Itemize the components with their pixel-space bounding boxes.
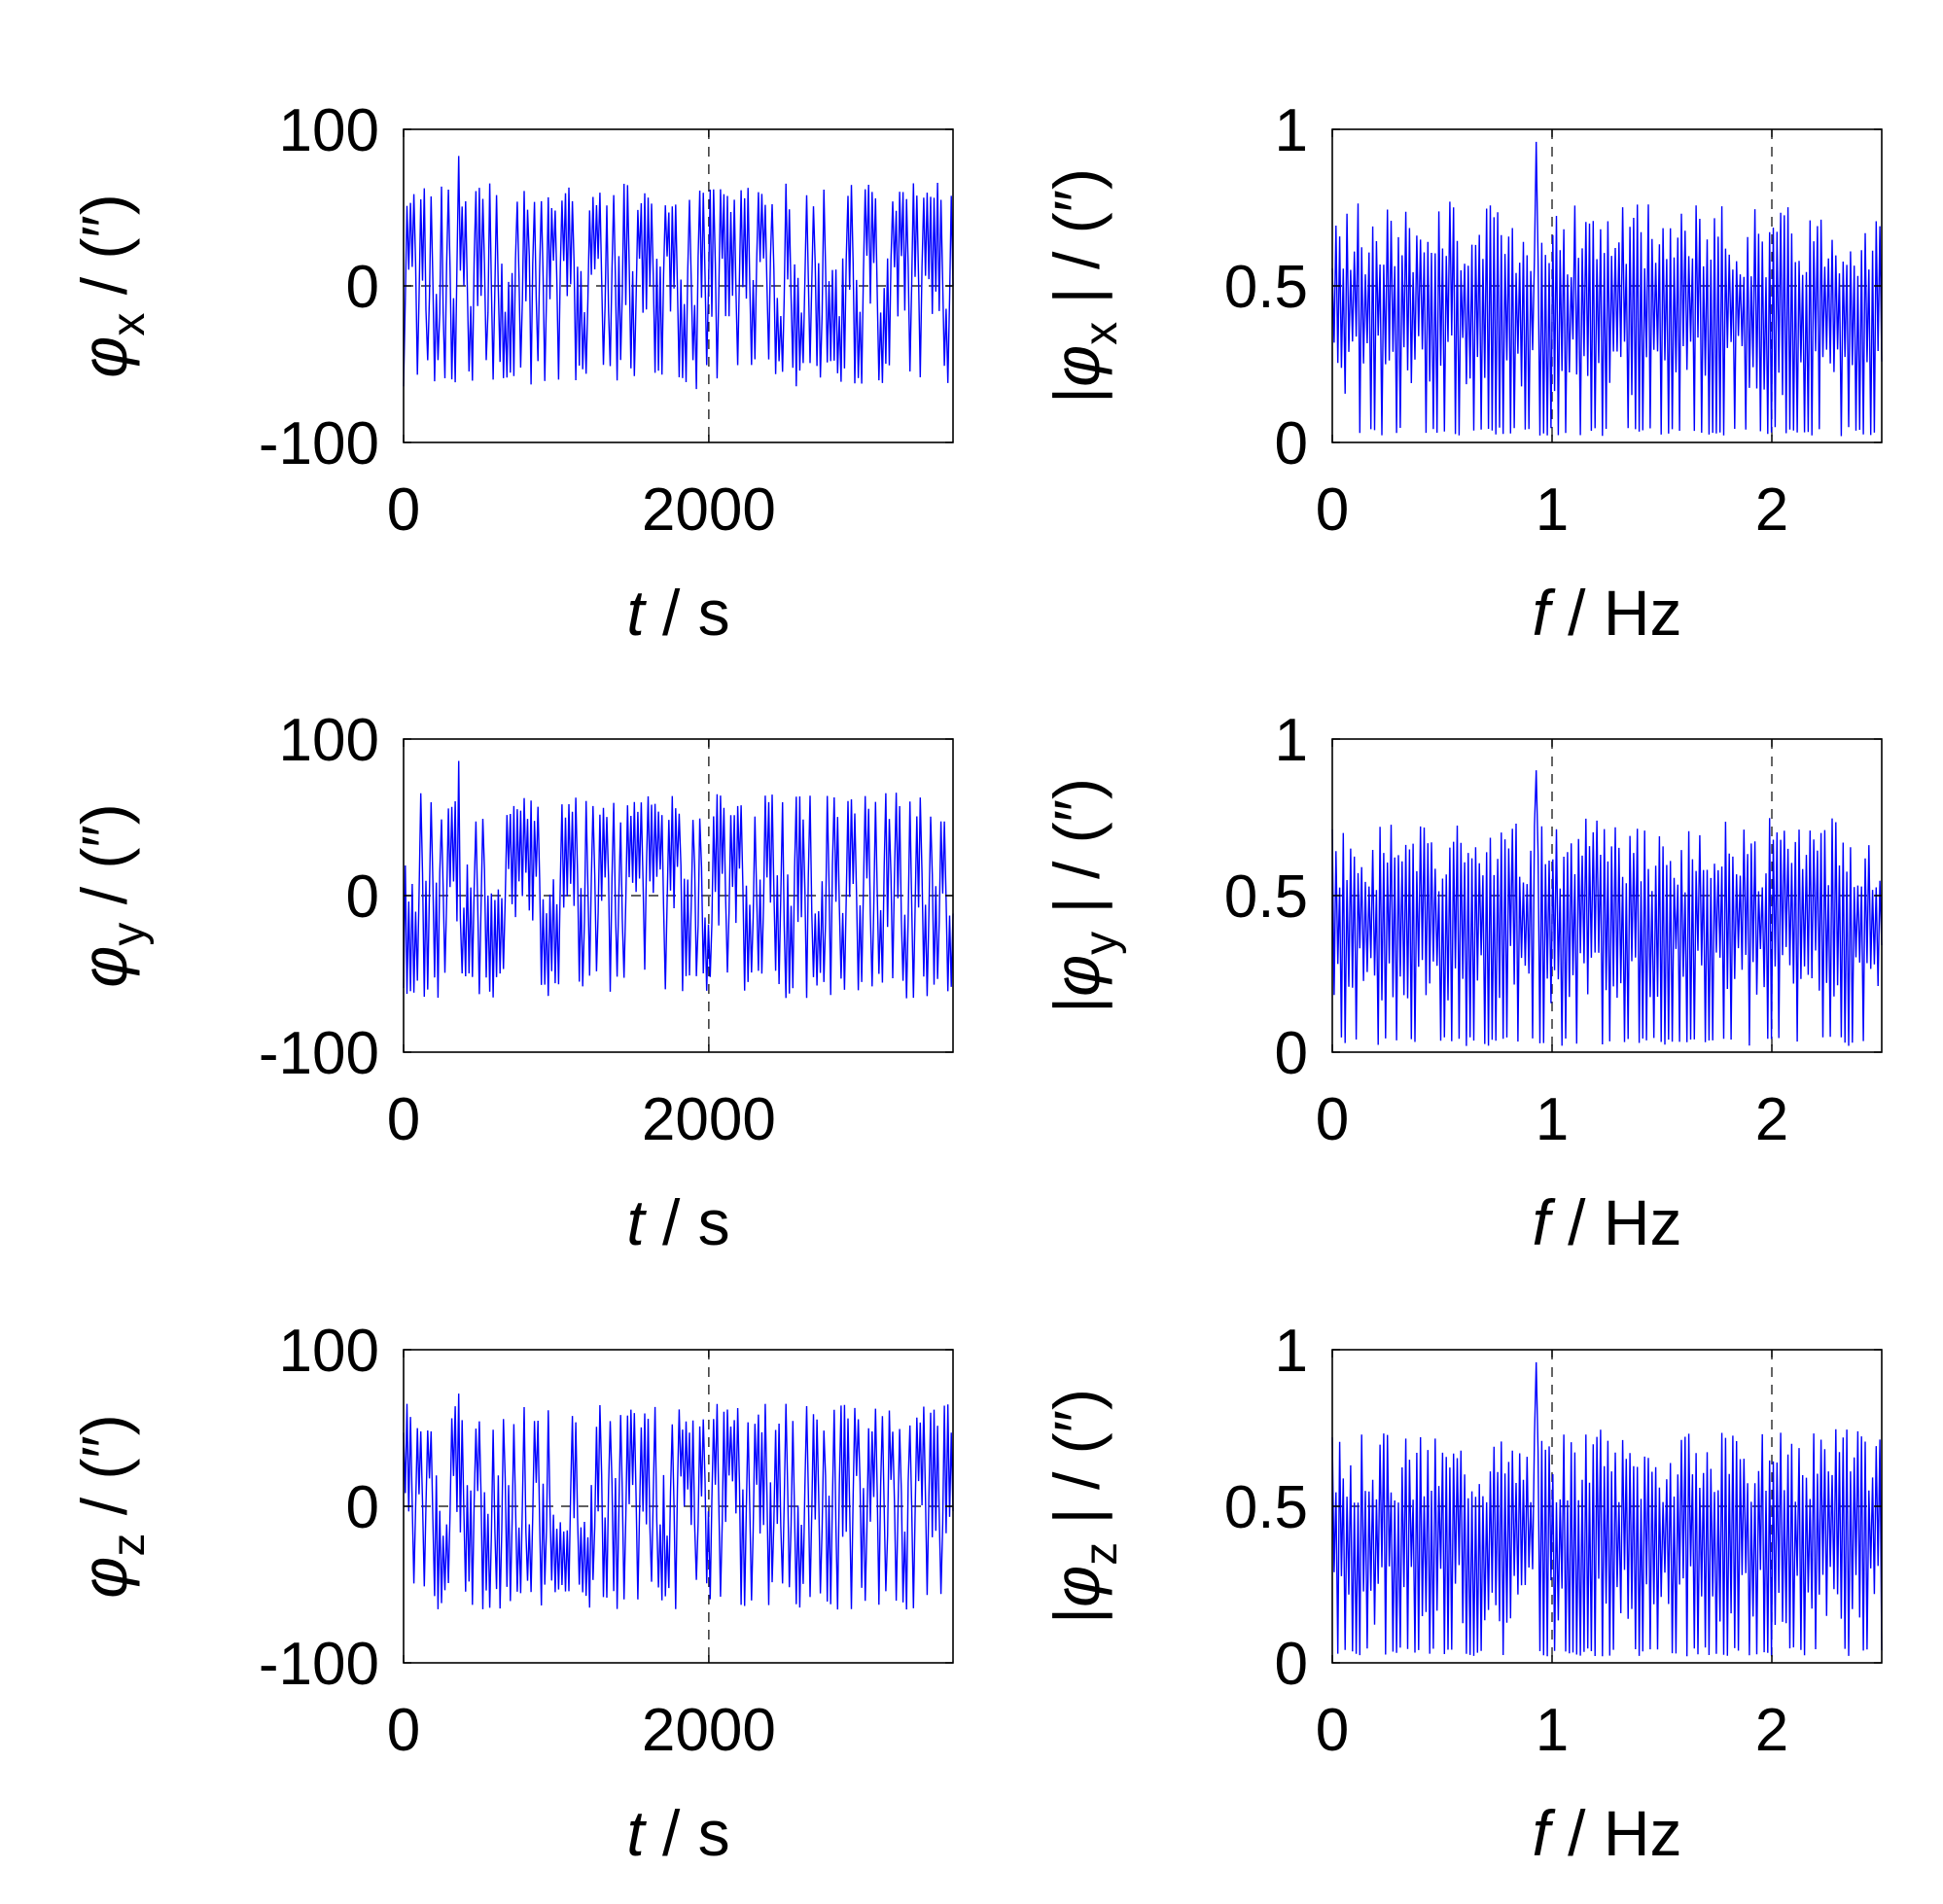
y-tick-label: 0.5 bbox=[1224, 254, 1308, 321]
data-series-line bbox=[403, 156, 954, 390]
x-axis-label: f / Hz bbox=[1532, 1186, 1681, 1258]
y-axis-label: φz / (″) bbox=[68, 1414, 155, 1598]
y-tick-label: 0 bbox=[1275, 410, 1308, 477]
y-tick-label: 0 bbox=[1275, 1631, 1308, 1698]
data-series-line bbox=[1331, 141, 1883, 437]
y-axis-subscript: z bbox=[1076, 1542, 1127, 1566]
y-axis-unit: | / (″) bbox=[1041, 1389, 1113, 1542]
y-axis-subscript: y bbox=[103, 923, 155, 946]
subplot-row-1-right: 0 1 2 0 0.5 1 f / Hz |φx | / (″) bbox=[1041, 97, 1883, 649]
x-axis-label: f / Hz bbox=[1532, 1797, 1681, 1869]
y-axis-abs-open: | bbox=[1041, 1607, 1113, 1624]
y-axis-label: |φy | / (″) bbox=[1041, 778, 1127, 1013]
y-axis-symbol: φ bbox=[1041, 955, 1113, 997]
y-tick-label: 1 bbox=[1275, 1318, 1308, 1385]
x-tick-label: 1 bbox=[1536, 476, 1569, 544]
y-axis-symbol: φ bbox=[1041, 1566, 1113, 1607]
x-tick-label: 1 bbox=[1536, 1086, 1569, 1153]
y-tick-label: 100 bbox=[279, 1318, 379, 1385]
y-axis-unit: / (″) bbox=[68, 1414, 140, 1533]
x-axis-variable: t bbox=[626, 1186, 647, 1258]
y-tick-label: -100 bbox=[259, 410, 379, 477]
y-tick-label: 0.5 bbox=[1224, 1474, 1308, 1541]
x-axis-unit: / Hz bbox=[1550, 1186, 1682, 1258]
x-axis-unit: / Hz bbox=[1550, 577, 1682, 649]
y-axis-subscript: z bbox=[103, 1534, 155, 1557]
y-axis-unit: / (″) bbox=[68, 803, 140, 922]
x-axis-unit: / s bbox=[645, 577, 730, 649]
y-axis-unit: | / (″) bbox=[1041, 778, 1113, 932]
y-axis-abs-open: | bbox=[1041, 387, 1113, 404]
y-tick-label: -100 bbox=[259, 1020, 379, 1087]
subplot-row-3-right: 0 1 2 0 0.5 1 f / Hz |φz | / (″) bbox=[1041, 1318, 1883, 1869]
x-tick-label: 0 bbox=[387, 476, 420, 544]
x-tick-label: 2 bbox=[1755, 1086, 1788, 1153]
x-tick-label: 0 bbox=[1316, 1086, 1349, 1153]
x-tick-label: 0 bbox=[1316, 476, 1349, 544]
x-axis-label: t / s bbox=[626, 1186, 729, 1258]
x-axis-unit: / s bbox=[645, 1797, 730, 1869]
x-tick-label: 1 bbox=[1536, 1697, 1569, 1764]
x-axis-variable: t bbox=[626, 577, 647, 649]
y-axis-symbol: φ bbox=[68, 336, 140, 378]
x-axis-unit: / Hz bbox=[1550, 1797, 1682, 1869]
data-series-line bbox=[1331, 1361, 1883, 1657]
x-tick-label: 2000 bbox=[642, 476, 776, 544]
x-tick-label: 2000 bbox=[642, 1697, 776, 1764]
y-tick-label: 0.5 bbox=[1224, 864, 1308, 931]
x-axis-unit: / s bbox=[645, 1186, 730, 1258]
y-axis-label: φx / (″) bbox=[68, 194, 155, 377]
y-axis-label: |φx | / (″) bbox=[1041, 168, 1127, 404]
y-axis-subscript: y bbox=[1076, 932, 1127, 955]
x-tick-label: 2000 bbox=[642, 1086, 776, 1153]
y-axis-unit: | / (″) bbox=[1041, 168, 1113, 322]
y-tick-label: 100 bbox=[279, 97, 379, 164]
subplot-row-2-right: 0 1 2 0 0.5 1 f / Hz |φy | / (″) bbox=[1041, 707, 1883, 1258]
y-axis-symbol: φ bbox=[68, 946, 140, 988]
x-tick-label: 0 bbox=[1316, 1697, 1349, 1764]
y-axis-subscript: x bbox=[1076, 322, 1127, 345]
x-axis-label: t / s bbox=[626, 577, 729, 649]
y-tick-label: 100 bbox=[279, 707, 379, 774]
y-axis-abs-open: | bbox=[1041, 997, 1113, 1013]
data-series-line bbox=[403, 760, 954, 999]
y-tick-label: 1 bbox=[1275, 707, 1308, 774]
x-tick-label: 0 bbox=[387, 1086, 420, 1153]
data-series-line bbox=[1331, 770, 1883, 1046]
y-tick-label: 0 bbox=[346, 254, 379, 321]
y-axis-label: |φz | / (″) bbox=[1041, 1389, 1127, 1624]
x-axis-label: t / s bbox=[626, 1797, 729, 1869]
data-series-line bbox=[403, 1393, 954, 1610]
y-axis-subscript: x bbox=[103, 313, 155, 336]
y-tick-label: 0 bbox=[346, 1474, 379, 1541]
x-tick-label: 2 bbox=[1755, 476, 1788, 544]
y-tick-label: -100 bbox=[259, 1631, 379, 1698]
x-tick-label: 0 bbox=[387, 1697, 420, 1764]
y-tick-label: 0 bbox=[346, 864, 379, 931]
y-axis-symbol: φ bbox=[68, 1557, 140, 1599]
y-tick-label: 0 bbox=[1275, 1020, 1308, 1087]
y-tick-label: 1 bbox=[1275, 97, 1308, 164]
x-tick-label: 2 bbox=[1755, 1697, 1788, 1764]
y-axis-symbol: φ bbox=[1041, 345, 1113, 387]
y-axis-unit: / (″) bbox=[68, 194, 140, 312]
y-axis-label: φy / (″) bbox=[68, 803, 155, 987]
x-axis-variable: t bbox=[626, 1797, 647, 1869]
x-axis-label: f / Hz bbox=[1532, 577, 1681, 649]
